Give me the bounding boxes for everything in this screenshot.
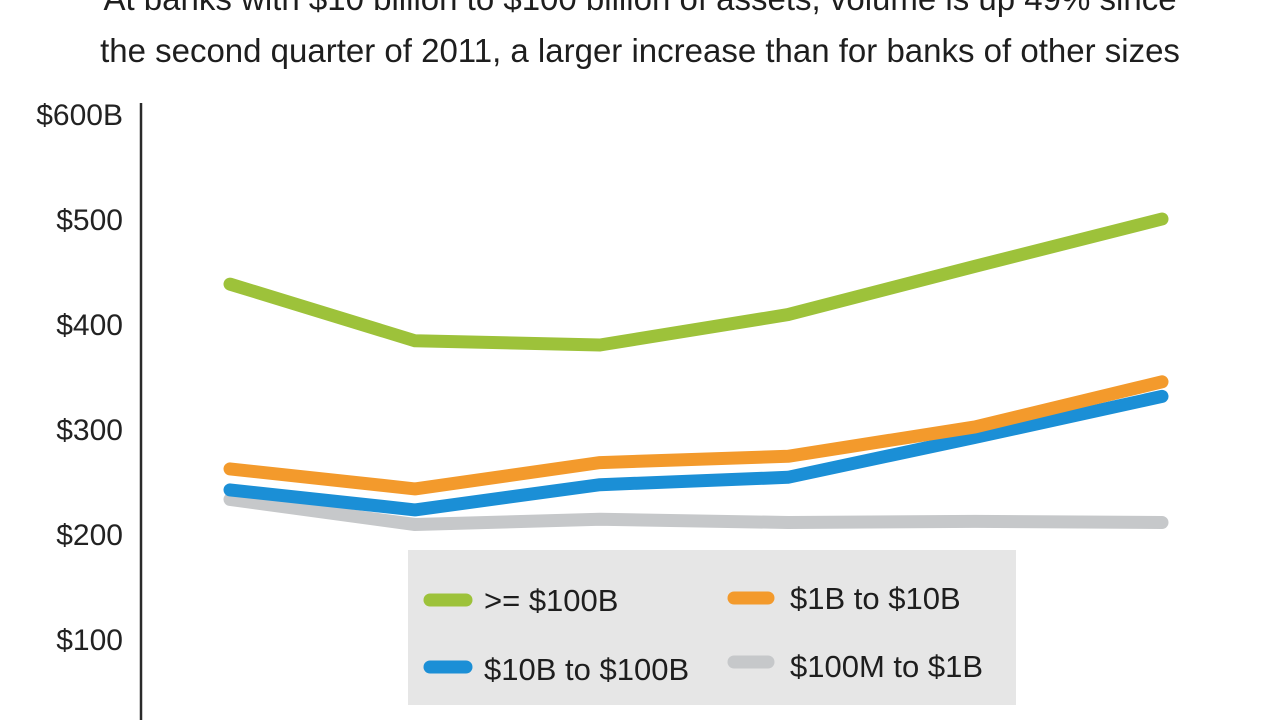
y-tick-label: $200 [56, 519, 123, 552]
y-tick-label: $500 [56, 204, 123, 237]
series-line-1 [223, 375, 1169, 496]
legend-label-3: $100M to $1B [790, 649, 983, 684]
series-lines [223, 212, 1169, 531]
legend-box [408, 550, 1016, 705]
y-axis: $600B $500 $400 $300 $200 $100 [36, 99, 143, 720]
legend-label-1: $1B to $10B [790, 581, 961, 616]
y-tick-label: $400 [56, 309, 123, 342]
series-line-3 [223, 492, 1169, 531]
y-tick-label: $600B [36, 99, 123, 132]
y-tick-label: $300 [56, 414, 123, 447]
series-line-2 [223, 389, 1169, 517]
legend-label-2: $10B to $100B [484, 652, 689, 687]
series-line-0 [223, 212, 1169, 352]
chart-subtitle-line-2: the second quarter of 2011, a larger inc… [100, 32, 1180, 69]
chart-subtitle-line-1: At banks with $10 billion to $100 billio… [0, 0, 1280, 19]
y-tick-label: $100 [56, 624, 123, 657]
legend-label-0: >= $100B [484, 583, 618, 618]
legend: >= $100B $1B to $10B $10B to $100B $100M to… [408, 550, 1016, 705]
